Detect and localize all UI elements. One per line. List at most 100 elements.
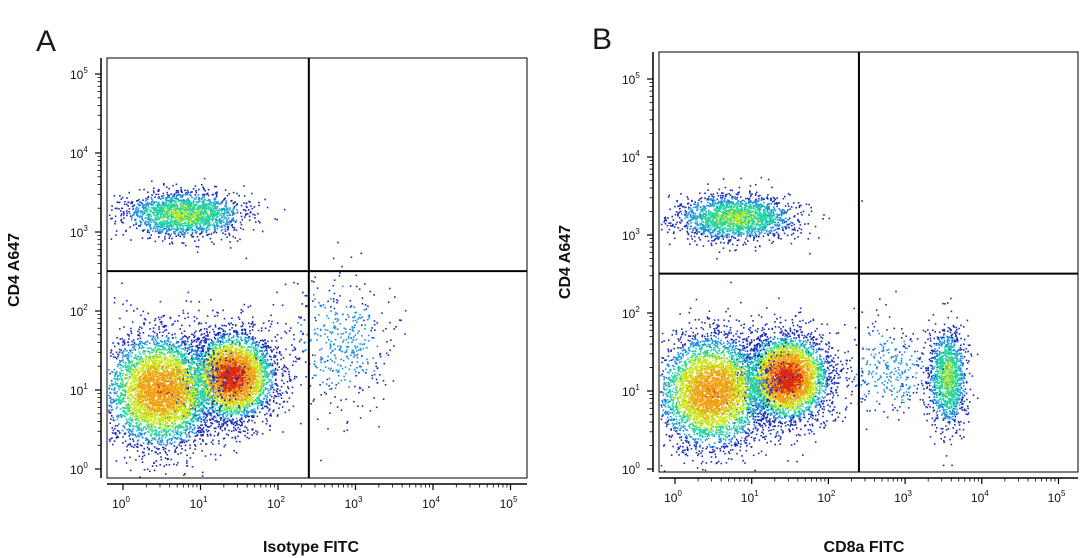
scatter-point bbox=[240, 332, 243, 335]
scatter-point bbox=[274, 356, 277, 358]
scatter-point bbox=[252, 401, 255, 403]
scatter-point bbox=[191, 417, 194, 420]
scatter-point bbox=[238, 386, 240, 389]
scatter-point bbox=[171, 426, 174, 429]
scatter-point bbox=[216, 397, 219, 399]
scatter-point bbox=[229, 388, 231, 391]
scatter-point bbox=[206, 398, 209, 401]
scatter-point bbox=[237, 372, 240, 375]
scatter-point bbox=[210, 351, 213, 354]
scatter-point bbox=[236, 412, 239, 414]
scatter-point bbox=[242, 361, 244, 363]
scatter-point bbox=[212, 372, 214, 374]
scatter-point bbox=[227, 360, 229, 362]
scatter-point bbox=[192, 441, 195, 443]
scatter-point bbox=[258, 350, 261, 352]
scatter-point bbox=[259, 380, 261, 382]
scatter-point bbox=[245, 367, 247, 370]
scatter-point bbox=[146, 468, 149, 471]
scatter-point bbox=[238, 356, 240, 358]
scatter-point bbox=[220, 378, 222, 381]
scatter-point bbox=[252, 389, 255, 391]
scatter-point bbox=[226, 369, 229, 371]
scatter-point bbox=[245, 370, 247, 373]
scatter-point bbox=[204, 353, 206, 356]
scatter-point bbox=[262, 398, 265, 400]
scatter-point bbox=[235, 379, 237, 381]
scatter-point bbox=[276, 385, 279, 387]
scatter-point bbox=[238, 384, 240, 387]
scatter-point bbox=[197, 383, 199, 385]
scatter-point bbox=[233, 350, 236, 352]
panel-a-scatter-points bbox=[108, 177, 407, 478]
scatter-point bbox=[217, 366, 219, 369]
scatter-point bbox=[109, 422, 111, 424]
scatter-point bbox=[265, 374, 267, 377]
scatter-point bbox=[186, 350, 189, 352]
scatter-point bbox=[243, 413, 245, 415]
scatter-point bbox=[220, 396, 222, 399]
scatter-point bbox=[285, 322, 287, 325]
scatter-point bbox=[235, 329, 237, 332]
scatter-point bbox=[158, 326, 160, 328]
scatter-point bbox=[219, 382, 221, 384]
scatter-point bbox=[218, 362, 220, 365]
scatter-point bbox=[197, 353, 200, 355]
panel-a: A CD4 A647 Isotype FITC 100 101 102 103 104 1… bbox=[6, 25, 528, 556]
scatter-point bbox=[264, 356, 267, 358]
scatter-point bbox=[249, 396, 252, 398]
scatter-point bbox=[261, 359, 263, 362]
scatter-point bbox=[239, 377, 242, 380]
scatter-point bbox=[256, 362, 259, 364]
scatter-point bbox=[262, 357, 265, 359]
scatter-point bbox=[247, 365, 249, 367]
scatter-point bbox=[269, 399, 271, 402]
scatter-point bbox=[219, 404, 221, 407]
scatter-point bbox=[236, 393, 238, 395]
scatter-point bbox=[243, 346, 245, 349]
scatter-point bbox=[233, 372, 236, 374]
scatter-point bbox=[251, 387, 253, 389]
scatter-point bbox=[227, 417, 230, 420]
scatter-point bbox=[238, 411, 241, 414]
scatter-point bbox=[221, 328, 223, 330]
scatter-point bbox=[245, 351, 248, 354]
scatter-point bbox=[274, 369, 276, 371]
scatter-point bbox=[227, 341, 230, 343]
scatter-point bbox=[235, 413, 237, 415]
scatter-point bbox=[234, 397, 237, 399]
scatter-point bbox=[202, 440, 204, 442]
scatter-point bbox=[258, 371, 261, 373]
scatter-point bbox=[250, 323, 253, 325]
scatter-point bbox=[126, 373, 129, 376]
scatter-point bbox=[246, 334, 249, 336]
scatter-point bbox=[274, 355, 277, 357]
scatter-point bbox=[259, 362, 262, 365]
scatter-point bbox=[250, 378, 253, 381]
scatter-point bbox=[261, 366, 263, 368]
scatter-point bbox=[235, 451, 238, 454]
scatter-point bbox=[214, 377, 217, 380]
scatter-point bbox=[227, 347, 229, 349]
scatter-point bbox=[226, 417, 228, 420]
scatter-point bbox=[113, 301, 116, 304]
scatter-point bbox=[262, 322, 265, 324]
scatter-point bbox=[259, 386, 262, 388]
scatter-point bbox=[264, 345, 267, 347]
scatter-point bbox=[270, 346, 272, 349]
scatter-point bbox=[271, 340, 273, 342]
scatter-point bbox=[214, 359, 217, 362]
scatter-point bbox=[223, 403, 226, 405]
scatter-point bbox=[232, 386, 234, 388]
scatter-point bbox=[246, 385, 249, 388]
scatter-point bbox=[241, 402, 243, 405]
scatter-point bbox=[211, 399, 213, 402]
scatter-point bbox=[236, 334, 238, 336]
scatter-point bbox=[261, 354, 263, 356]
scatter-point bbox=[234, 343, 237, 346]
scatter-point bbox=[260, 327, 263, 329]
scatter-point bbox=[258, 397, 260, 399]
scatter-point bbox=[261, 350, 263, 353]
scatter-point bbox=[207, 377, 209, 380]
scatter-point bbox=[236, 398, 239, 401]
